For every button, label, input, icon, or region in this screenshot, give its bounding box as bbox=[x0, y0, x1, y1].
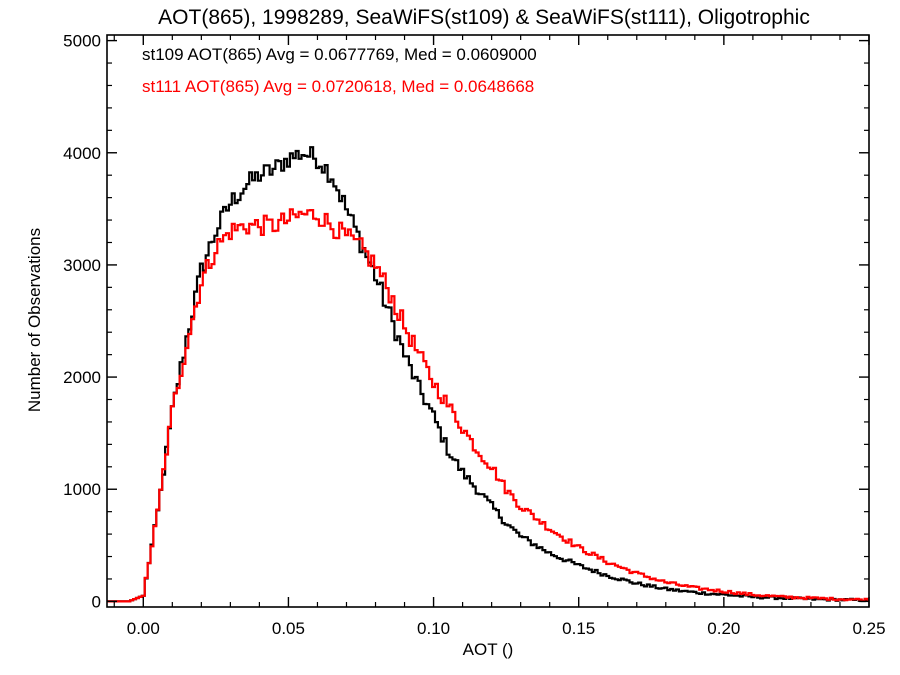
x-tick-label: 0.05 bbox=[272, 619, 305, 638]
y-tick-label: 1000 bbox=[63, 480, 101, 499]
y-tick-label: 3000 bbox=[63, 256, 101, 275]
plot-frame bbox=[106, 34, 870, 608]
series-line-st109 bbox=[107, 146, 869, 603]
y-tick-label: 5000 bbox=[63, 32, 101, 51]
x-axis-label: AOT () bbox=[463, 640, 514, 659]
y-tick-label: 4000 bbox=[63, 144, 101, 163]
x-tick-label: 0.15 bbox=[562, 619, 595, 638]
x-tick-label: 0.20 bbox=[707, 619, 740, 638]
legend-entry-st109: st109 AOT(865) Avg = 0.0677769, Med = 0.… bbox=[142, 45, 537, 64]
x-tick-label: 0.10 bbox=[417, 619, 450, 638]
y-tick-label: 2000 bbox=[63, 368, 101, 387]
series-line-st111 bbox=[107, 208, 869, 603]
legend-entry-st111: st111 AOT(865) Avg = 0.0720618, Med = 0.… bbox=[142, 77, 534, 96]
y-axis-label: Number of Observations bbox=[25, 228, 44, 412]
series-layer bbox=[107, 146, 869, 603]
ticks-layer: 0.00 0.05 0.10 0.15 0.20 0.25 0 1000 2000 3000 400… bbox=[63, 32, 885, 638]
chart-title: AOT(865), 1998289, SeaWiFS(st109) & SeaW… bbox=[158, 6, 810, 29]
x-tick-label: 0.00 bbox=[127, 619, 160, 638]
x-tick-label: 0.25 bbox=[852, 619, 885, 638]
y-tick-label: 0 bbox=[92, 592, 101, 611]
